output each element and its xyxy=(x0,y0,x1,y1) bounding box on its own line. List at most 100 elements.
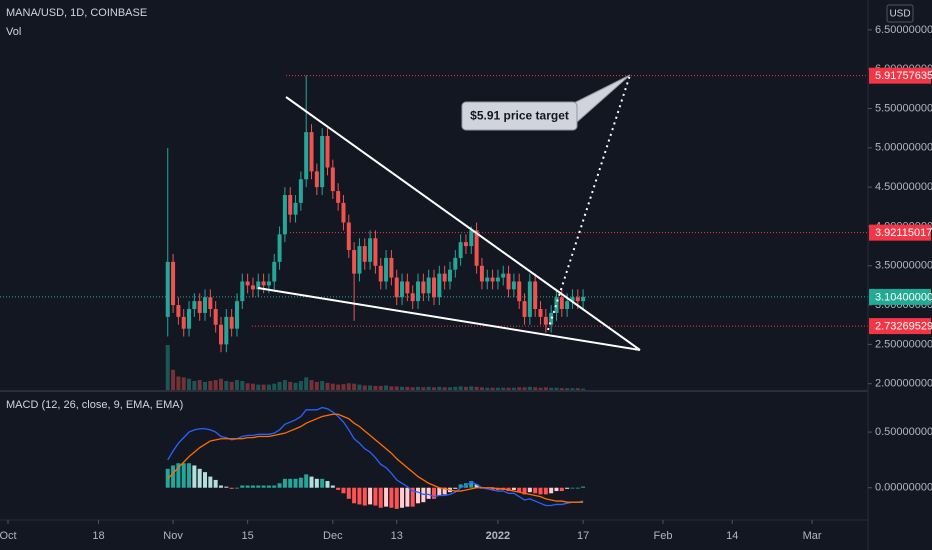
candle-body xyxy=(575,297,580,302)
volume-bar xyxy=(288,381,293,390)
candle-body xyxy=(554,297,559,313)
candle-body xyxy=(426,277,431,294)
candle-body xyxy=(384,257,389,282)
volume-bar xyxy=(538,387,543,390)
macd-histogram-bar xyxy=(245,485,250,488)
candle-body xyxy=(533,281,538,310)
macd-histogram-bar xyxy=(416,487,421,504)
volume-bar xyxy=(511,387,516,390)
candle-body xyxy=(266,281,271,286)
volume-bar xyxy=(298,381,303,390)
upper-trendline xyxy=(285,96,641,351)
macd-histogram-bar xyxy=(330,485,335,488)
macd-histogram-bar xyxy=(261,485,266,488)
macd-histogram-bar xyxy=(320,478,325,488)
macd-histogram-bar xyxy=(559,487,564,492)
volume-bar xyxy=(565,388,570,390)
volume-bar xyxy=(368,385,373,390)
macd-histogram-bar xyxy=(378,487,383,508)
volume-bar xyxy=(341,384,346,390)
candle-body xyxy=(203,297,208,313)
volume-bar xyxy=(245,383,250,390)
candle-body xyxy=(458,242,463,258)
macd-histogram-bar xyxy=(549,487,554,494)
volume-bar xyxy=(522,387,527,390)
volume-bar xyxy=(474,386,479,390)
candle-body xyxy=(432,277,436,298)
macd-histogram-bar xyxy=(224,486,229,488)
candle-body xyxy=(240,281,245,302)
volume-bar xyxy=(416,386,421,390)
level-label-box xyxy=(869,288,931,305)
macd-histogram-bar xyxy=(469,481,474,488)
candle-body xyxy=(463,242,468,247)
candle-body xyxy=(549,312,554,325)
macd-histogram-bar xyxy=(373,487,378,506)
candle-body xyxy=(368,238,373,262)
candle-body xyxy=(208,297,213,310)
y-tick-label: 2.00000000 xyxy=(875,378,932,390)
volume-bar xyxy=(527,386,532,390)
macd-histogram-bar xyxy=(240,485,245,488)
macd-histogram-bar xyxy=(208,476,213,488)
price-pane xyxy=(0,75,868,390)
volume-bar xyxy=(229,381,234,390)
candle-body xyxy=(256,281,261,290)
volume-bar xyxy=(570,388,575,390)
candle-body xyxy=(282,195,287,235)
candle-body xyxy=(325,136,330,168)
candle-body xyxy=(234,301,239,329)
macd-histogram-bar xyxy=(336,487,341,490)
volume-bar xyxy=(432,387,436,390)
candle-body xyxy=(298,179,303,203)
macd-histogram-bar xyxy=(304,474,309,488)
x-tick-label: Mar xyxy=(803,530,822,542)
macd-histogram-bar xyxy=(533,487,538,494)
volume-bar xyxy=(378,385,383,390)
macd-histogram-bar xyxy=(522,487,527,495)
volume-bar xyxy=(501,387,506,390)
level-label-box xyxy=(869,67,931,84)
candle-body xyxy=(224,316,229,345)
candle-body xyxy=(405,281,410,294)
macd-histogram-bar xyxy=(527,487,532,493)
x-tick-label: Nov xyxy=(163,530,183,542)
macd-histogram-bar xyxy=(293,478,298,488)
macd-y-tick-label: 0.50000000 xyxy=(875,426,932,438)
volume-bar xyxy=(410,387,415,390)
volume-bar xyxy=(400,386,405,390)
volume-bar xyxy=(405,386,410,390)
volume-bar xyxy=(314,381,319,390)
x-tick-label: Oct xyxy=(0,530,17,542)
volume-bar xyxy=(213,380,218,390)
candle-body xyxy=(304,132,309,180)
candle-body xyxy=(517,281,522,302)
candle-body xyxy=(565,301,570,310)
candle-body xyxy=(277,234,282,262)
volume-bar xyxy=(325,382,330,390)
macd-histogram-bar xyxy=(250,485,255,488)
level-label: 5.91757635 xyxy=(875,70,932,82)
volume-bar xyxy=(330,383,335,390)
candle-body xyxy=(511,281,516,290)
candle-body xyxy=(218,324,223,345)
candle-body xyxy=(181,316,186,329)
volume-bar xyxy=(165,345,170,390)
volume-bar xyxy=(453,386,458,390)
volume-bar xyxy=(421,387,426,390)
macd-histogram-bar xyxy=(314,478,319,488)
macd-histogram-bar xyxy=(426,487,431,499)
candle-body xyxy=(416,281,421,302)
candle-body xyxy=(400,281,405,298)
macd-histogram-bar xyxy=(565,487,570,489)
currency-box xyxy=(886,4,914,23)
macd-histogram-bar xyxy=(192,465,197,488)
candle-body xyxy=(453,257,458,270)
volume-bar xyxy=(336,384,341,390)
x-tick-label: 18 xyxy=(92,530,104,542)
level-label-box xyxy=(869,224,931,241)
macd-histogram-bar xyxy=(229,487,234,489)
candle-body xyxy=(250,285,255,290)
macd-histogram-bar xyxy=(410,487,415,507)
